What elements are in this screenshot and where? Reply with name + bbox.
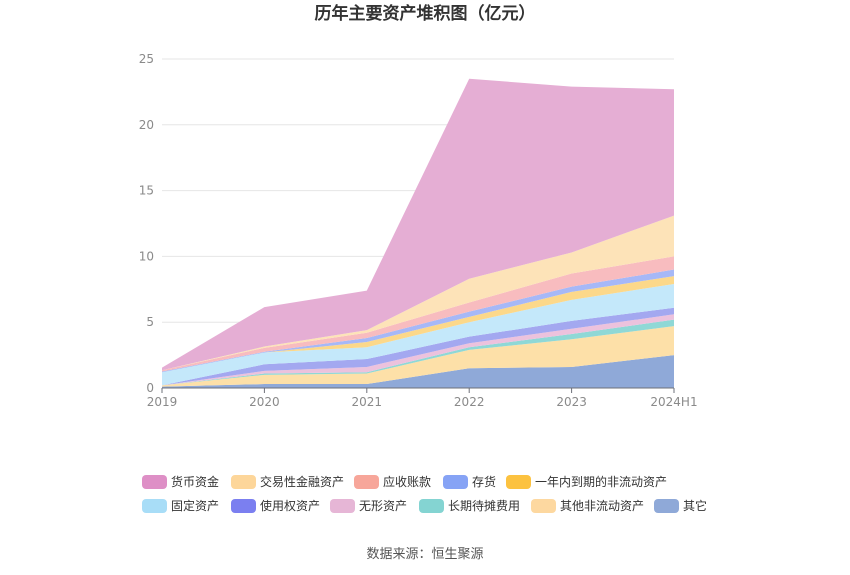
legend-swatch: [654, 499, 679, 513]
legend-label: 一年内到期的非流动资产: [535, 474, 667, 489]
area-7: [162, 276, 674, 373]
data-source: 数据来源：恒生聚源: [366, 547, 483, 562]
area-6: [162, 284, 674, 386]
area-4: [162, 314, 674, 386]
y-tick-label: 25: [139, 52, 154, 66]
legend-swatch: [231, 499, 256, 513]
legend-label: 无形资产: [359, 499, 407, 513]
legend-label: 长期待摊费用: [448, 499, 520, 513]
x-tick-label: 2021: [352, 395, 383, 409]
chart-title: 历年主要资产堆积图（亿元）: [315, 3, 536, 24]
legend-label: 其它: [683, 498, 707, 513]
legend-label: 固定资产: [171, 498, 219, 513]
legend-swatch: [231, 475, 256, 489]
area-2: [162, 326, 674, 387]
legend-swatch: [443, 475, 468, 489]
legend-swatch: [531, 499, 556, 513]
legend-label: 货币资金: [171, 474, 219, 489]
axes: 0 5 10 15 20 25 2019 2020 2021 2022 2023 2024H1: [139, 52, 698, 409]
legend-swatch: [419, 499, 444, 513]
area-8: [162, 269, 674, 373]
x-tick-label: 2020: [249, 395, 280, 409]
x-tick-label: 2019: [147, 395, 178, 409]
y-tick-label: 15: [139, 184, 154, 198]
legend-swatch: [330, 499, 355, 513]
area-1: [162, 355, 674, 388]
x-tick-label: 2023: [556, 395, 587, 409]
legend-swatch: [354, 475, 379, 489]
area-5: [162, 307, 674, 386]
y-tick-label: 5: [146, 315, 154, 329]
legend-label: 使用权资产: [260, 498, 320, 513]
area-9: [162, 256, 674, 372]
y-tick-label: 10: [139, 249, 154, 263]
area-11: [162, 78, 674, 371]
legend-label: 其他非流动资产: [560, 499, 644, 513]
area-series: [162, 78, 674, 388]
legend-swatch: [506, 475, 531, 489]
legend-swatch: [142, 475, 167, 489]
legend-swatch: [142, 499, 167, 513]
y-tick-label: 20: [139, 118, 154, 132]
legend-label: 存货: [472, 474, 496, 489]
x-tick-label: 2022: [454, 395, 485, 409]
y-tick-label: 0: [146, 381, 154, 395]
legend-label: 交易性金融资产: [260, 474, 344, 489]
legend-label: 应收账款: [383, 474, 431, 489]
x-tick-label: 2024H1: [650, 395, 697, 409]
